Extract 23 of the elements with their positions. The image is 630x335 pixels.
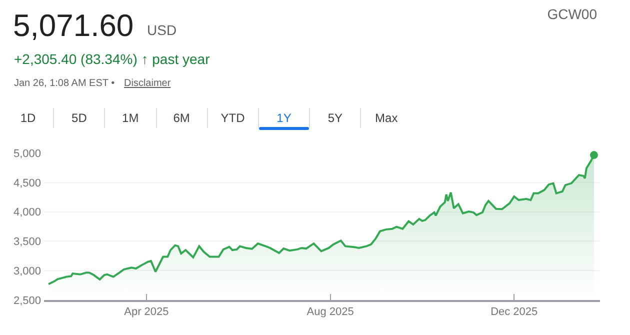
text: 5Y <box>326 111 344 125</box>
x-tick-label: Apr 2025 <box>124 306 169 318</box>
text: 1D <box>19 111 37 125</box>
text: 1Y <box>276 111 292 125</box>
y-tick-label: 4,000 <box>13 206 41 219</box>
x-tick-label: Dec 2025 <box>490 306 538 318</box>
text: 5D <box>70 111 88 125</box>
text: GCW00 <box>547 6 597 22</box>
text: 1M <box>121 111 140 125</box>
y-tick-label: 5,000 <box>13 148 41 160</box>
text: USD <box>147 22 177 38</box>
chart-title: 5,071.60 <box>13 8 134 44</box>
x-tick-label: Aug 2025 <box>306 306 354 318</box>
y-tick-label: 4,500 <box>13 177 41 190</box>
y-tick-label: 3,500 <box>13 236 41 248</box>
y-tick-label: 2,500 <box>13 294 41 307</box>
text: 6M <box>172 111 191 125</box>
chart-subtitle: +2,305.40 (83.34%) ↑ past year <box>14 51 210 67</box>
text: Max <box>374 111 399 125</box>
y-tick-label: 3,000 <box>13 265 41 278</box>
text: YTD <box>220 111 246 125</box>
text: Jan 26, 1:08 AM EST • <box>14 78 115 89</box>
text: Disclaimer <box>124 78 171 89</box>
